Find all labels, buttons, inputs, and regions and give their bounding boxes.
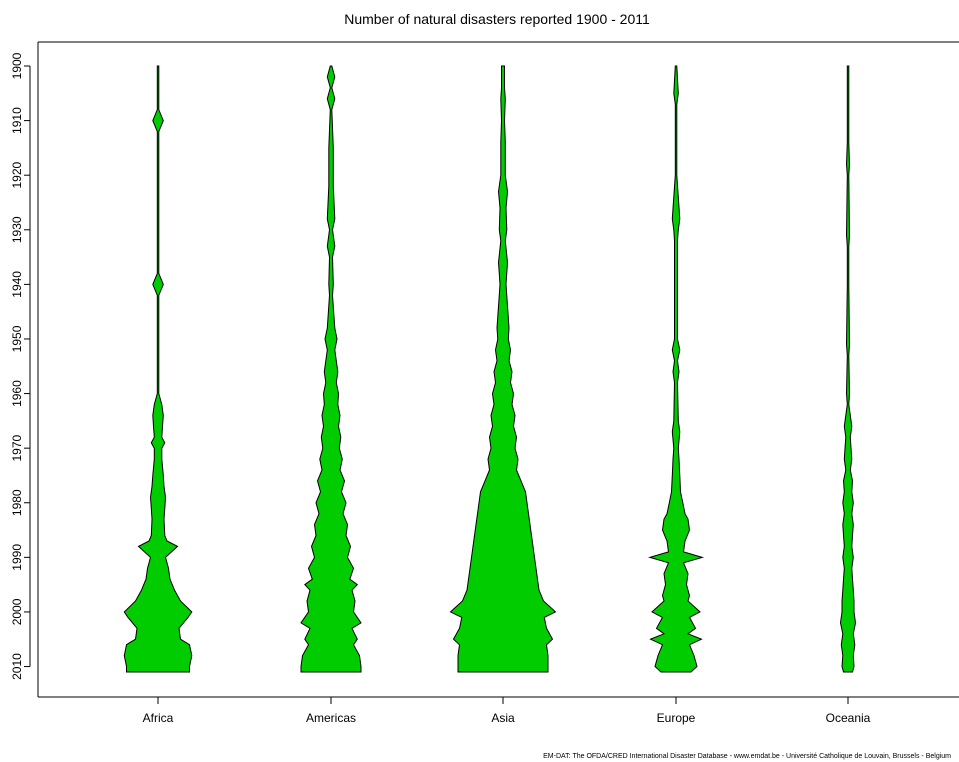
y-tick-label: 1970 [10,434,24,461]
y-tick-label: 1990 [10,544,24,571]
x-tick-label: Asia [491,711,515,725]
x-axis: Africa Americas Asia Europe Oceania [143,697,871,725]
y-tick-label: 1920 [10,162,24,189]
y-tick-label: 2010 [10,653,24,680]
y-axis: 1900 1910 1920 1930 1940 1950 1960 1970 1980 1990… [10,52,31,680]
violin-asia [449,65,557,673]
y-tick-label: 1980 [10,489,24,516]
violin-europe [648,65,705,673]
y-tick-label: 2000 [10,598,24,625]
source-note: EM-DAT: The OFDA/CRED International Disa… [543,753,951,760]
plot-frame [37,41,959,698]
chart-title: Number of natural disasters reported 190… [344,11,650,27]
violin-series-group [123,65,857,673]
violin-americas [300,65,362,673]
violin-africa [123,65,193,673]
violin-oceania [839,65,857,673]
x-tick-label: Oceania [826,711,871,725]
y-tick-label: 1940 [10,271,24,298]
y-tick-label: 1900 [10,52,24,79]
x-tick-label: Europe [657,711,696,725]
y-tick-label: 1960 [10,380,24,407]
y-tick-label: 1930 [10,216,24,243]
x-tick-label: Africa [143,711,174,725]
x-tick-label: Americas [306,711,356,725]
y-tick-label: 1910 [10,107,24,134]
y-tick-label: 1950 [10,325,24,352]
